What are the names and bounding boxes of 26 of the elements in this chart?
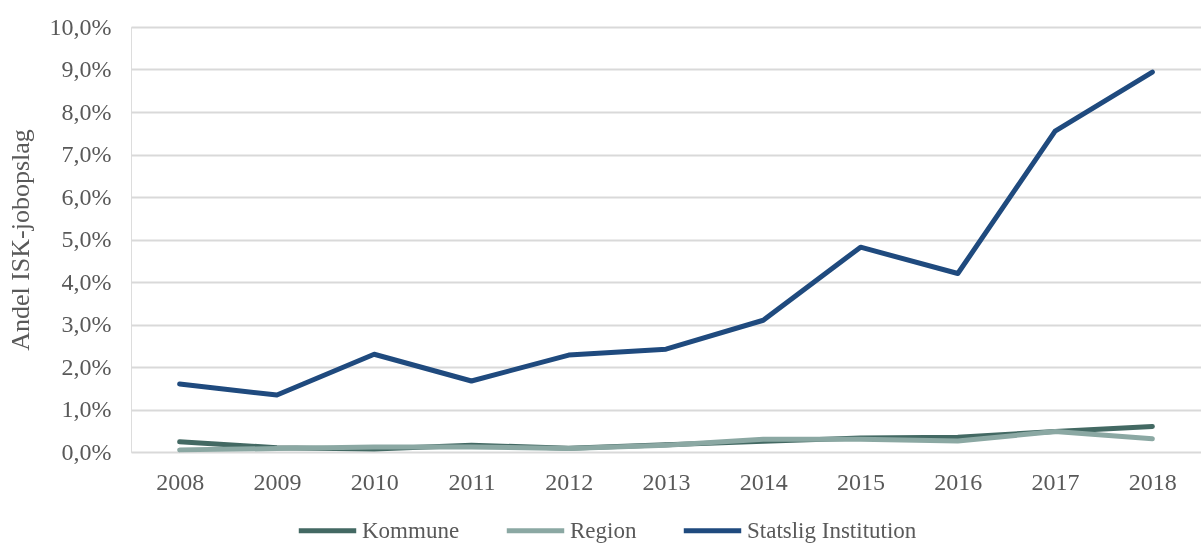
x-tick-label: 2016 — [934, 468, 983, 495]
y-tick-label: 0,0% — [61, 438, 112, 465]
y-tick-label: 1,0% — [61, 396, 112, 422]
y-tick-label: 5,0% — [61, 226, 112, 252]
legend-label: Region — [570, 517, 637, 543]
y-tick-label: 10,0% — [49, 13, 112, 40]
y-axis-title: Andel ISK-jobopslag — [5, 129, 35, 351]
x-tick-label: 2014 — [739, 468, 788, 495]
x-tick-label: 2017 — [1031, 468, 1080, 495]
x-tick-label: 2010 — [350, 468, 399, 495]
y-tick-label: 7,0% — [61, 141, 112, 167]
x-tick-label: 2009 — [253, 468, 302, 495]
y-tick-label: 2,0% — [61, 353, 112, 380]
x-tick-label: 2018 — [1128, 468, 1177, 495]
x-tick-label: 2012 — [545, 468, 594, 495]
x-tick-label: 2015 — [837, 468, 886, 495]
legend-label: Statslig Institution — [747, 517, 917, 543]
x-tick-label: 2008 — [156, 468, 205, 495]
legend-label: Kommune — [362, 517, 460, 543]
y-tick-label: 3,0% — [61, 311, 112, 337]
x-tick-label: 2011 — [448, 468, 496, 495]
x-tick-label: 2013 — [642, 468, 691, 495]
y-tick-label: 4,0% — [61, 268, 112, 295]
y-tick-label: 8,0% — [61, 98, 112, 125]
y-tick-label: 9,0% — [61, 56, 112, 82]
y-tick-label: 6,0% — [61, 183, 112, 210]
